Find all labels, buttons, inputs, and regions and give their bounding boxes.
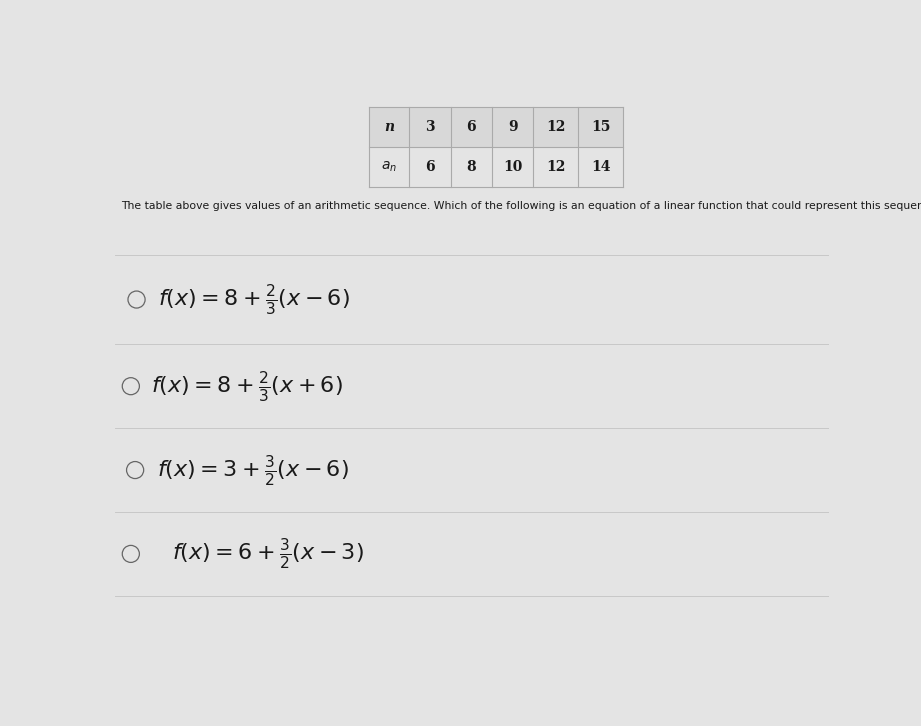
Text: 9: 9 bbox=[507, 120, 518, 134]
Text: $a_n$: $a_n$ bbox=[381, 160, 397, 174]
Text: $f(x) = 8 + \frac{2}{3}(x + 6)$: $f(x) = 8 + \frac{2}{3}(x + 6)$ bbox=[151, 369, 343, 404]
FancyBboxPatch shape bbox=[368, 107, 624, 147]
Text: 14: 14 bbox=[591, 160, 611, 174]
Text: $f(x) = 6 + \frac{3}{2}(x - 3)$: $f(x) = 6 + \frac{3}{2}(x - 3)$ bbox=[172, 537, 364, 571]
Text: 15: 15 bbox=[591, 120, 611, 134]
Text: 6: 6 bbox=[426, 160, 435, 174]
Text: $f(x) = 3 + \frac{3}{2}(x - 6)$: $f(x) = 3 + \frac{3}{2}(x - 6)$ bbox=[157, 452, 348, 488]
Text: n: n bbox=[384, 120, 394, 134]
Text: 12: 12 bbox=[546, 160, 565, 174]
Text: 3: 3 bbox=[426, 120, 435, 134]
Text: $f(x) = 8 + \frac{2}{3}(x - 6)$: $f(x) = 8 + \frac{2}{3}(x - 6)$ bbox=[158, 282, 350, 317]
Text: The table above gives values of an arithmetic sequence. Which of the following i: The table above gives values of an arith… bbox=[121, 201, 921, 211]
Text: 6: 6 bbox=[466, 120, 476, 134]
Text: 12: 12 bbox=[546, 120, 565, 134]
Text: 10: 10 bbox=[503, 160, 522, 174]
Text: 8: 8 bbox=[466, 160, 476, 174]
